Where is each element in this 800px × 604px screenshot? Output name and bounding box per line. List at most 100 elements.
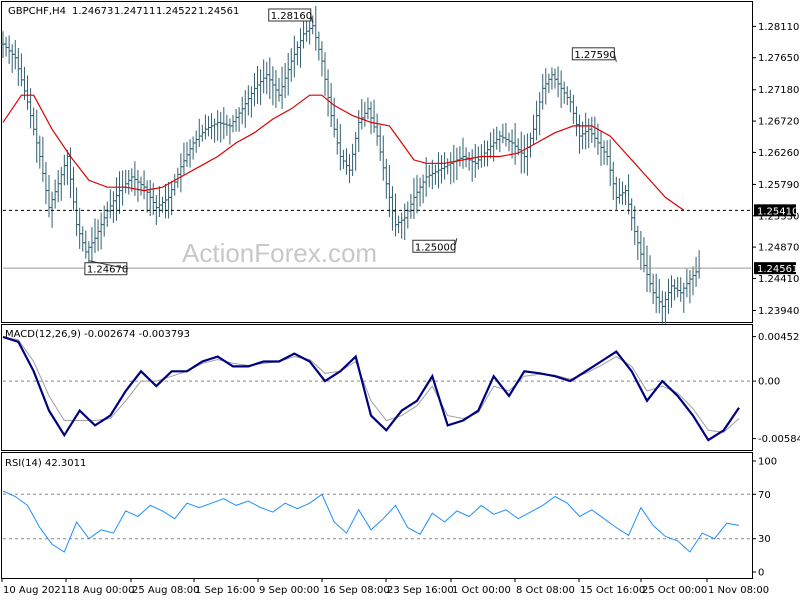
price-level-label-bg — [754, 204, 796, 217]
time-tick-label: 25 Aug 08:00 — [132, 585, 199, 596]
ohlc-bar — [574, 106, 579, 137]
ohlc-bar — [40, 136, 45, 182]
price-level-label: 1.24561 — [757, 264, 798, 275]
ohlc-bar — [181, 142, 186, 175]
ohlc-bar — [62, 154, 67, 186]
ohlc-bar — [396, 215, 401, 234]
price-title: GBPCHF,H4 — [8, 6, 66, 17]
ohlc-bar — [114, 177, 119, 221]
ohlc-bar — [344, 148, 349, 175]
callout-leader — [310, 14, 314, 24]
ohlc-bar — [629, 198, 634, 231]
time-tick-label: 9 Sep 00:00 — [259, 585, 319, 596]
ohlc-bar — [13, 40, 18, 70]
price-level-label: 1.25410 — [757, 206, 798, 217]
callout-label: 1.27590 — [574, 50, 615, 61]
ohlc-bar — [93, 218, 97, 254]
ohlc-bar — [549, 67, 554, 90]
ohlc-bar — [123, 169, 128, 193]
macd-tick-label: 0.00 — [758, 377, 780, 388]
price-tick-label: 1.23940 — [758, 306, 799, 317]
ohlc-bar — [611, 161, 616, 201]
price-tick-label: 1.26260 — [758, 148, 799, 159]
ohlc-high: 1.24711 — [114, 6, 155, 17]
ohlc-bar — [163, 183, 168, 219]
ohlc-bar — [476, 146, 481, 170]
price-tick-label: 1.26720 — [758, 117, 799, 128]
ohlc-bar — [215, 110, 220, 141]
ohlc-bar — [341, 149, 346, 169]
ohlc-bar — [197, 118, 202, 147]
ohlc-bar — [500, 123, 505, 144]
ohlc-bar — [589, 116, 594, 144]
ohlc-bar — [592, 116, 597, 148]
ohlc-bar — [218, 111, 223, 143]
ohlc-bar — [638, 230, 643, 271]
ohlc-bar — [246, 85, 251, 116]
ohlc-bar — [50, 191, 55, 228]
ohlc-bar — [454, 147, 459, 181]
ohlc-bar — [362, 101, 367, 127]
ohlc-bar — [605, 140, 610, 166]
callout-label: 1.28160 — [271, 11, 312, 22]
ohlc-bar — [270, 66, 275, 106]
ohlc-bar — [568, 89, 573, 113]
ohlc-bar — [372, 99, 377, 133]
ohlc-bar — [4, 36, 9, 57]
ohlc-bar — [206, 116, 211, 137]
ohlc-bar — [178, 153, 183, 193]
ohlc-bar — [329, 83, 334, 128]
ohlc-bar — [375, 113, 380, 146]
ohlc-bar — [697, 250, 702, 279]
ohlc-bar — [264, 61, 269, 95]
price-tick-label: 1.27650 — [758, 53, 799, 64]
ohlc-bar — [540, 74, 545, 110]
macd-tick-label: -0.005842 — [758, 434, 800, 445]
ohlc-bar — [231, 114, 235, 133]
ohlc-bar — [249, 86, 254, 118]
ohlc-bar — [298, 28, 303, 68]
macd-tick-label: 0.004527 — [758, 332, 800, 343]
ohlc-bar — [43, 161, 48, 205]
ohlc-bar — [408, 193, 413, 219]
ohlc-bar — [439, 155, 444, 184]
ohlc-bar — [347, 154, 352, 184]
ohlc-bar — [71, 166, 76, 211]
price-tick-label: 1.24410 — [758, 274, 799, 285]
ohlc-bar — [277, 78, 281, 102]
ohlc-bar — [641, 237, 646, 273]
ohlc-bar — [553, 68, 557, 89]
ohlc-bar — [687, 270, 692, 304]
time-tick-label: 10 Aug 2021 — [3, 585, 67, 596]
ohlc-bar — [473, 143, 478, 178]
ohlc-bar — [415, 174, 419, 214]
ohlc-bar — [108, 189, 113, 219]
ohlc-bar — [461, 137, 465, 169]
ohlc-bar — [559, 70, 564, 108]
ohlc-bar — [105, 201, 110, 227]
ohlc-bar — [583, 112, 588, 150]
ohlc-bar — [203, 114, 208, 140]
callout-label: 1.25000 — [415, 242, 456, 253]
time-tick-label: 16 Sep 08:00 — [323, 585, 390, 596]
ohlc-bar — [488, 132, 493, 159]
ohlc-bar — [525, 133, 530, 176]
ohlc-bar — [86, 241, 91, 264]
ohlc-bar — [645, 245, 649, 293]
ohlc-bar — [166, 182, 171, 219]
ohlc-bar — [546, 73, 551, 93]
ohlc-bar — [267, 57, 272, 100]
ohlc-bar — [433, 164, 438, 185]
price-tick-label: 1.24870 — [758, 243, 799, 254]
ohlc-bar — [556, 66, 561, 98]
watermark-text: ActionForex.com — [182, 238, 377, 268]
ohlc-bar — [507, 132, 511, 152]
ohlc-bar — [34, 109, 39, 163]
price-panel-frame — [1, 1, 753, 323]
ohlc-open: 1.24673 — [72, 6, 113, 17]
ohlc-bar — [65, 149, 70, 185]
ohlc-bar — [338, 124, 343, 171]
ohlc-bar — [172, 174, 177, 196]
